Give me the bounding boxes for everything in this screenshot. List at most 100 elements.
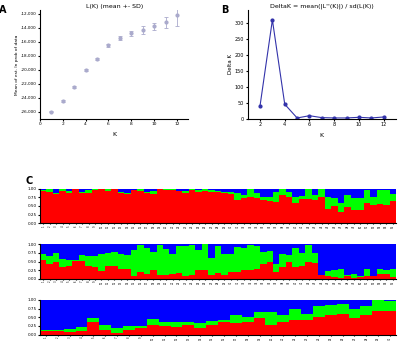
Bar: [254, 269, 260, 279]
Bar: [124, 269, 131, 279]
Bar: [208, 275, 215, 279]
Bar: [351, 278, 357, 279]
Bar: [131, 188, 137, 189]
Bar: [123, 330, 135, 335]
Bar: [384, 311, 396, 335]
Bar: [357, 210, 364, 223]
Bar: [351, 210, 357, 223]
Bar: [241, 188, 247, 195]
Bar: [150, 191, 156, 194]
Bar: [266, 244, 273, 251]
Bar: [131, 250, 137, 276]
Bar: [286, 244, 292, 255]
Bar: [147, 300, 159, 319]
Bar: [299, 253, 305, 266]
Bar: [92, 256, 98, 267]
Bar: [376, 190, 383, 204]
Bar: [242, 322, 254, 335]
Bar: [338, 244, 344, 269]
Bar: [292, 197, 299, 203]
Bar: [351, 188, 357, 198]
Bar: [280, 267, 286, 279]
Bar: [206, 322, 218, 325]
Bar: [124, 194, 131, 223]
Bar: [72, 261, 79, 279]
Bar: [390, 277, 396, 279]
Bar: [277, 315, 289, 322]
Bar: [260, 188, 266, 197]
Text: C: C: [26, 176, 33, 186]
Bar: [118, 244, 124, 254]
Bar: [348, 300, 360, 309]
Bar: [273, 188, 280, 192]
Bar: [98, 189, 105, 223]
Bar: [147, 325, 159, 335]
Bar: [331, 206, 338, 223]
Bar: [79, 261, 85, 279]
Text: A: A: [0, 5, 6, 15]
Bar: [52, 331, 64, 335]
Bar: [52, 300, 64, 329]
Bar: [364, 276, 370, 279]
Bar: [66, 260, 72, 266]
Bar: [202, 245, 208, 270]
Bar: [360, 315, 372, 335]
Bar: [60, 267, 66, 279]
Bar: [40, 191, 46, 223]
Bar: [370, 206, 376, 223]
Y-axis label: Delta K: Delta K: [228, 55, 234, 75]
Bar: [344, 244, 351, 275]
Bar: [124, 188, 131, 193]
Bar: [52, 329, 64, 331]
Bar: [254, 246, 260, 269]
Bar: [170, 254, 176, 274]
Bar: [60, 188, 66, 191]
Bar: [299, 244, 305, 253]
Bar: [159, 300, 170, 322]
Bar: [215, 246, 221, 273]
Bar: [351, 244, 357, 275]
Bar: [221, 188, 228, 192]
Bar: [46, 244, 53, 256]
Bar: [277, 300, 289, 315]
Bar: [312, 244, 318, 253]
Bar: [364, 269, 370, 276]
Bar: [344, 276, 351, 279]
Bar: [189, 275, 195, 279]
Bar: [234, 188, 241, 193]
Bar: [299, 266, 305, 279]
Bar: [76, 300, 88, 327]
Bar: [273, 244, 280, 264]
Bar: [195, 270, 202, 279]
Bar: [202, 270, 208, 279]
Bar: [64, 332, 76, 335]
Bar: [254, 300, 266, 312]
Bar: [344, 188, 351, 195]
Bar: [92, 189, 98, 223]
Bar: [170, 322, 182, 327]
Bar: [163, 190, 170, 223]
Bar: [163, 248, 170, 275]
Bar: [170, 244, 176, 254]
Bar: [79, 255, 85, 261]
Bar: [131, 276, 137, 279]
Bar: [105, 189, 111, 191]
Bar: [344, 275, 351, 276]
Bar: [247, 245, 254, 270]
Bar: [312, 195, 318, 200]
Bar: [241, 198, 247, 223]
Bar: [383, 188, 390, 190]
Bar: [40, 188, 46, 190]
Bar: [383, 190, 390, 205]
Bar: [79, 188, 85, 193]
Bar: [277, 322, 289, 335]
Bar: [360, 306, 372, 315]
Bar: [376, 188, 383, 190]
Bar: [218, 322, 230, 335]
Bar: [147, 319, 159, 325]
Bar: [176, 191, 182, 223]
Bar: [230, 323, 242, 335]
Bar: [194, 328, 206, 335]
Bar: [40, 244, 46, 255]
Bar: [292, 188, 299, 197]
